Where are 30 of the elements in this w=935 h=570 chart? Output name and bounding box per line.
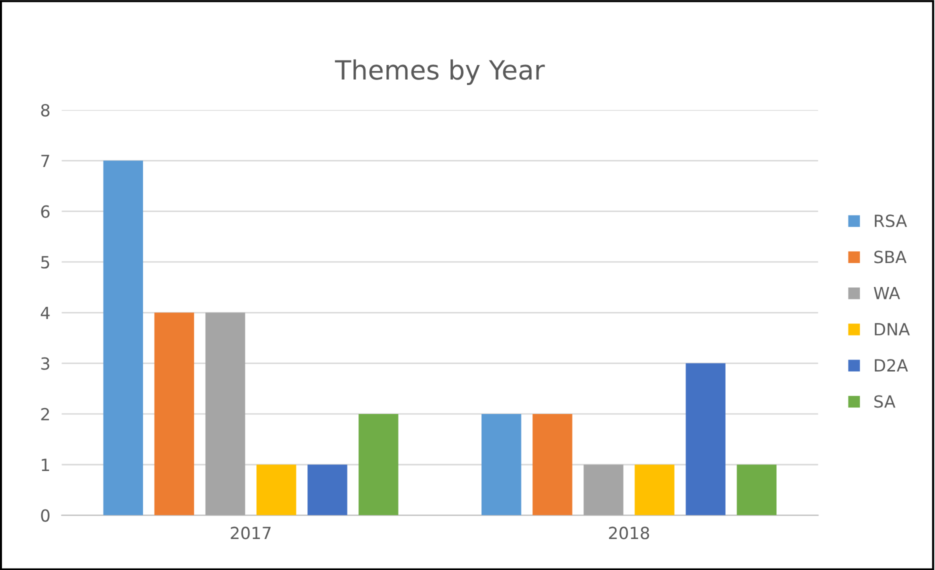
y-tick-label: 4 bbox=[40, 306, 50, 319]
bar bbox=[205, 312, 246, 516]
y-tick-label: 7 bbox=[41, 154, 50, 167]
y-tick-label: 1 bbox=[42, 458, 50, 471]
legend-label: RSA bbox=[874, 214, 907, 228]
bar bbox=[532, 414, 572, 516]
legend-label: WA bbox=[874, 287, 900, 300]
x-tick-label: 2018 bbox=[609, 526, 650, 540]
bar bbox=[154, 312, 194, 516]
legend-label: SA bbox=[874, 395, 896, 408]
y-tick-label: 5 bbox=[41, 256, 50, 269]
bar bbox=[358, 414, 398, 516]
bar bbox=[482, 414, 522, 516]
bar bbox=[584, 464, 624, 516]
bar bbox=[634, 464, 674, 516]
x-tick-label: 2017 bbox=[230, 526, 271, 540]
legend-label: DNA bbox=[874, 323, 910, 336]
y-tick-label: 8 bbox=[41, 104, 50, 117]
bar bbox=[736, 464, 777, 516]
chart-title: Themes by Year bbox=[334, 59, 545, 85]
y-tick-label: 6 bbox=[41, 205, 50, 218]
y-tick-label: 0 bbox=[41, 509, 50, 522]
bar bbox=[686, 363, 726, 516]
bar bbox=[256, 464, 296, 516]
y-tick-label: 2 bbox=[41, 408, 49, 420]
y-tick-label: 3 bbox=[41, 357, 50, 370]
bar bbox=[103, 160, 144, 516]
legend-label: SBA bbox=[874, 250, 907, 264]
legend-label: D2A bbox=[874, 359, 908, 372]
bar bbox=[308, 464, 348, 516]
